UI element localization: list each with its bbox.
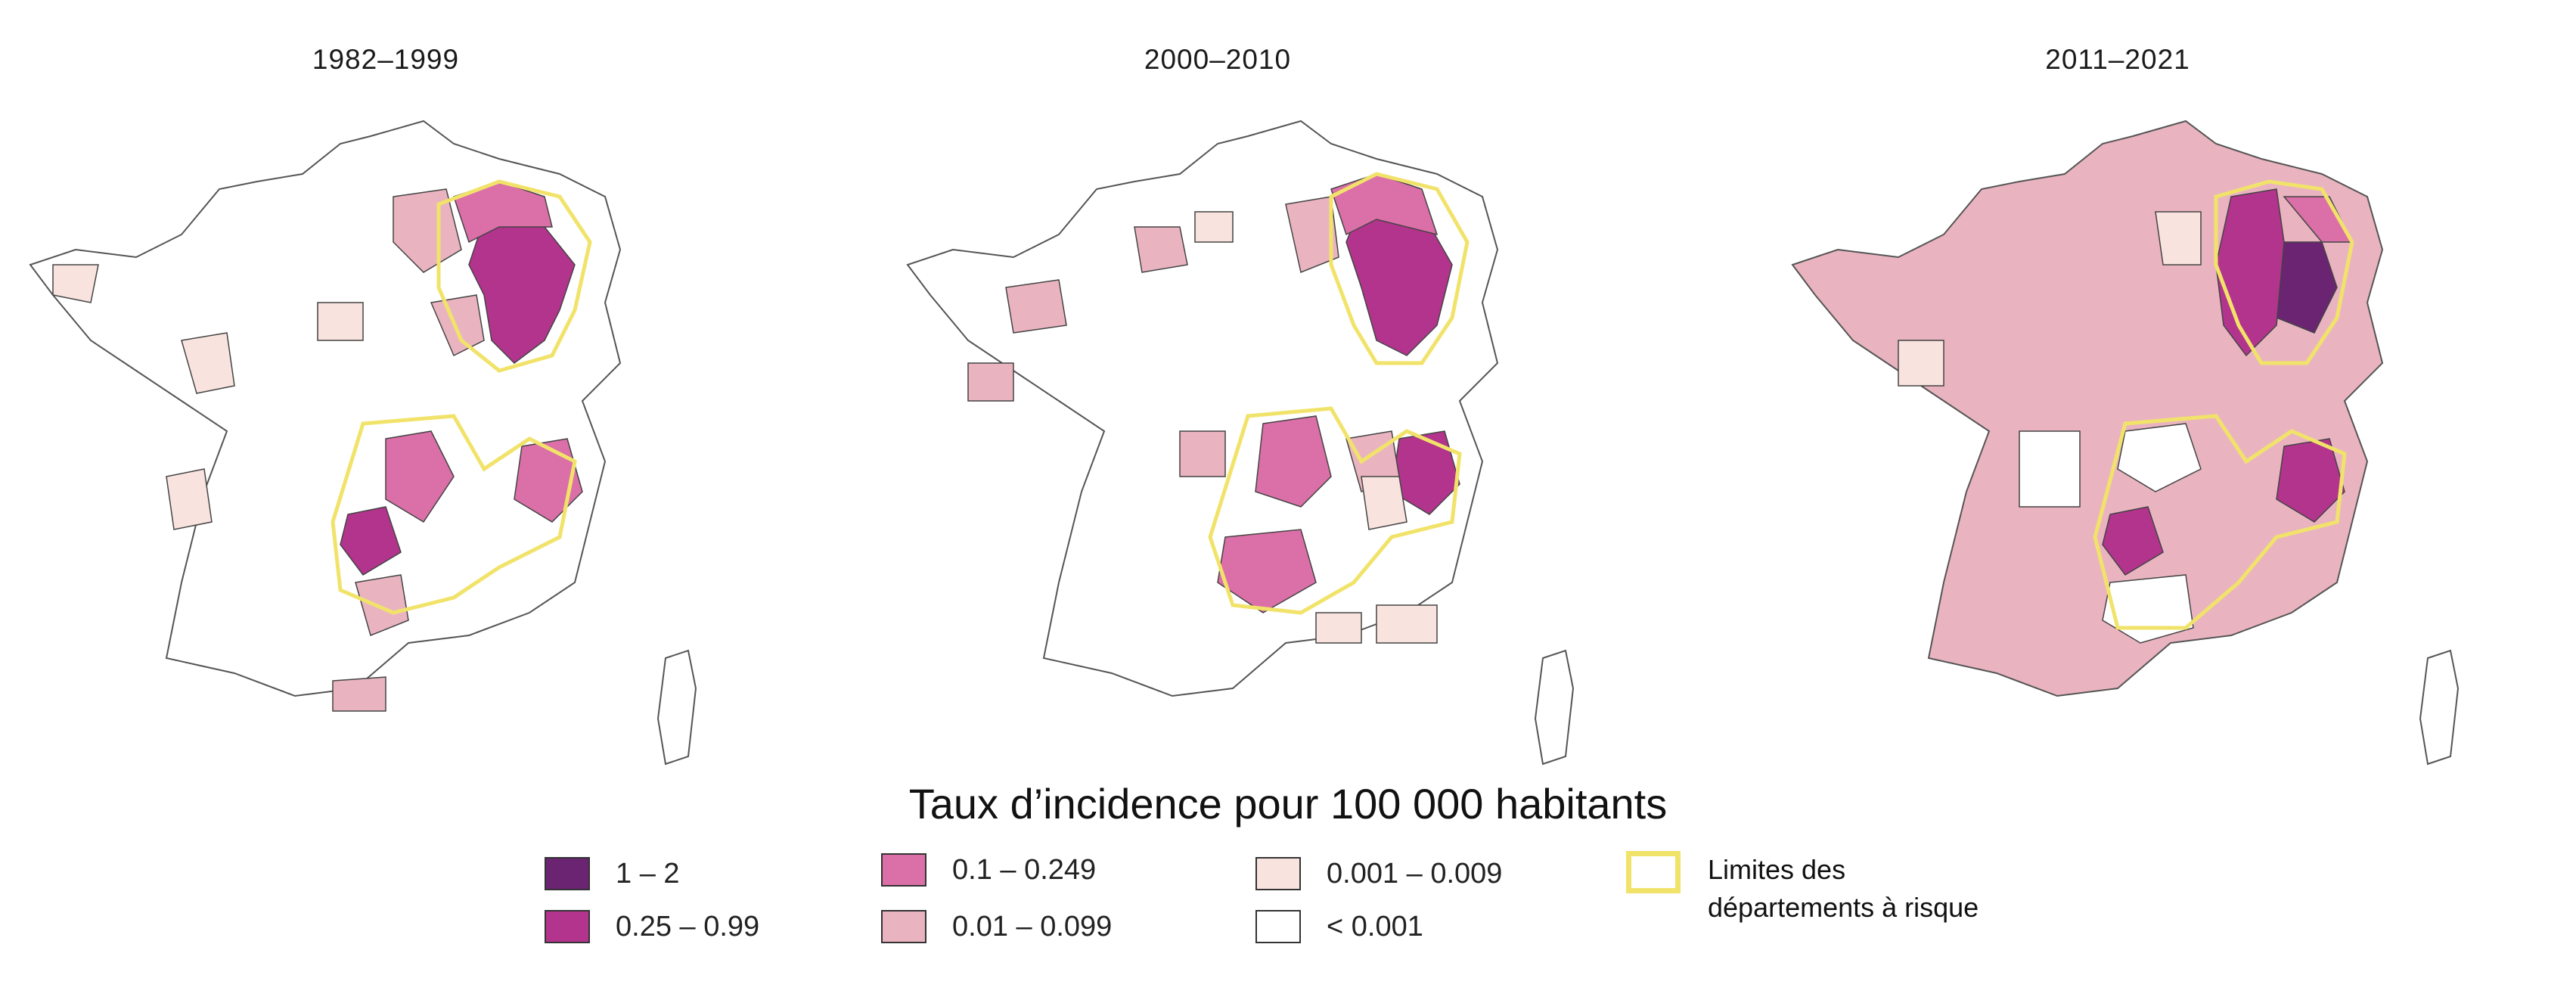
dept-0.001-0.009	[181, 332, 235, 394]
risk-boundary	[2093, 414, 2347, 630]
risk-boundary	[331, 414, 577, 615]
dept-0.01-0.099	[1005, 279, 1067, 334]
dept-0.1-0.249	[385, 430, 455, 523]
france-map	[29, 120, 697, 766]
risk-label-line2: départements à risque	[1708, 892, 1979, 923]
dept-0.001-0.009	[166, 468, 213, 530]
legend-item-lt-0.001: < 0.001	[1255, 904, 1423, 949]
dept-0.01-0.099	[1179, 430, 1226, 477]
legend-swatch-risk	[1626, 851, 1681, 893]
legend-label: 0.1 – 0.249	[952, 853, 1097, 886]
dept-0.1-0.249	[1255, 415, 1332, 508]
france-outline	[906, 120, 1499, 697]
panel-title: 2000–2010	[1144, 44, 1292, 75]
legend-item-0.001-0.009: 0.001 – 0.009	[1255, 851, 1502, 896]
map-panel-2000-2010: 2000–2010	[877, 0, 1709, 787]
panel-title: 1982–1999	[312, 44, 460, 75]
dept-0.1-0.249	[1217, 529, 1317, 613]
legend-swatch	[881, 910, 926, 943]
legend-swatch	[1255, 910, 1301, 943]
corsica-outline	[2419, 649, 2460, 766]
risk-boundary	[2214, 179, 2354, 365]
dept-0.001-0.009	[1315, 612, 1362, 644]
legend-label: 0.01 – 0.099	[952, 910, 1113, 943]
dept-0.01-0.099	[430, 294, 485, 357]
legend-label: < 0.001	[1327, 910, 1423, 943]
dept-0.01-0.099	[967, 362, 1014, 402]
dept-0.25-0.99	[340, 506, 402, 576]
legend-label: 0.25 – 0.99	[616, 910, 760, 943]
dept-0.25-0.99	[468, 219, 576, 364]
legend-item-0.1-0.249: 0.1 – 0.249	[881, 847, 1096, 893]
dept-0.001-0.009	[1361, 476, 1407, 530]
legend-swatch	[545, 910, 590, 943]
legend-item-0.01-0.099: 0.01 – 0.099	[881, 904, 1112, 949]
dept-0.001-0.009	[2155, 211, 2202, 266]
legend-swatch	[1255, 857, 1301, 890]
risk-boundary	[436, 179, 592, 373]
legend-item-0.25-0.99: 0.25 – 0.99	[545, 904, 759, 949]
dept-0.001-0.009	[317, 302, 364, 341]
dept-0.001-0.009	[52, 264, 99, 303]
france-map	[906, 120, 1575, 766]
legend-swatch	[545, 857, 590, 890]
dept-0.001-0.009	[1898, 340, 1944, 387]
dept-0.01-0.099	[393, 188, 462, 273]
dept-0.25-0.99	[2276, 438, 2345, 523]
corsica-outline	[656, 649, 697, 766]
legend-item-1-2: 1 – 2	[545, 851, 680, 896]
dept-lt-0.001	[2117, 423, 2202, 492]
dept-0.01-0.099	[1134, 226, 1188, 273]
dept-lt-0.001	[2019, 430, 2081, 508]
legend-item-risk-boundary: Limites des départements à risque	[1626, 851, 1979, 934]
dept-0.01-0.099	[355, 574, 409, 637]
corsica-outline	[1534, 649, 1575, 766]
france-map	[1791, 120, 2460, 766]
legend-swatch	[881, 853, 926, 887]
dept-0.25-0.99	[2102, 506, 2164, 576]
legend-label: 0.001 – 0.009	[1327, 857, 1503, 890]
dept-0.001-0.009	[1194, 211, 1234, 243]
legend-label: 1 – 2	[616, 857, 680, 890]
risk-legend-text: Limites des départements à risque	[1708, 851, 1979, 927]
map-panel-1982-1999: 1982–1999	[0, 0, 832, 787]
risk-boundary	[1208, 406, 1462, 615]
dept-0.001-0.009	[1376, 604, 1438, 644]
legend-title: Taux d’incidence pour 100 000 habitants	[908, 780, 1668, 828]
dept-0.01-0.099	[332, 676, 386, 712]
risk-label-line1: Limites des	[1708, 854, 1846, 885]
panel-title: 2011–2021	[2045, 44, 2190, 75]
risk-boundary	[1329, 172, 1470, 365]
map-panel-2011-2021: 2011–2021	[1762, 0, 2576, 787]
dept-0.01-0.099	[1285, 196, 1339, 274]
